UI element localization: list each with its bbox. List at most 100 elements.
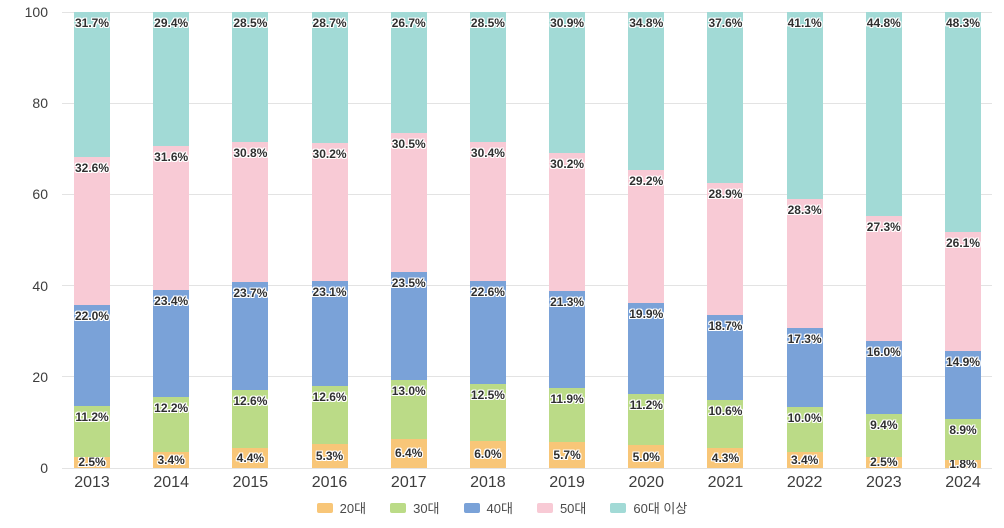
value-label: 14.9% <box>945 355 981 370</box>
bar-segment-20대-2018[interactable] <box>469 440 506 468</box>
bar-segment-60대 이상-2015[interactable] <box>232 12 269 142</box>
bar-segment-40대-2021[interactable] <box>707 314 744 401</box>
bar-segment-40대-2018[interactable] <box>469 280 506 384</box>
x-axis-label-2015: 2015 <box>232 474 269 491</box>
value-label: 16.0% <box>866 344 901 359</box>
value-label: 23.4% <box>154 294 189 309</box>
bar-segment-60대 이상-2023[interactable] <box>865 12 902 217</box>
legend-item-50대[interactable]: 50대 <box>536 498 587 517</box>
bar-segment-60대 이상-2013[interactable] <box>74 12 110 157</box>
bar-segment-50대-2024[interactable] <box>945 232 981 352</box>
bar-segment-50대-2023[interactable] <box>865 216 902 341</box>
bar-segment-20대-2022[interactable] <box>786 452 823 468</box>
legend-item-20대[interactable]: 20대 <box>316 498 367 517</box>
value-label: 2.5% <box>870 455 898 470</box>
bar-segment-40대-2016[interactable] <box>311 281 348 387</box>
bar-segment-40대-2015[interactable] <box>232 282 269 391</box>
bar-segment-30대-2023[interactable] <box>865 413 902 457</box>
legend: 20대 30대 40대 50대 60대 이상 <box>0 498 1004 517</box>
legend-label: 30대 <box>413 501 440 516</box>
value-label: 30.8% <box>233 145 268 160</box>
bar-segment-30대-2020[interactable] <box>628 394 665 446</box>
bar-segment-20대-2019[interactable] <box>549 442 586 468</box>
bar-segment-60대 이상-2018[interactable] <box>469 12 506 142</box>
bar-segment-20대-2017[interactable] <box>390 438 427 468</box>
bar-segment-20대-2014[interactable] <box>153 452 190 468</box>
bar-segment-60대 이상-2024[interactable] <box>945 12 981 233</box>
bar-segment-30대-2016[interactable] <box>311 386 348 444</box>
bar-segment-20대-2024[interactable] <box>945 459 981 468</box>
bar-segment-50대-2016[interactable] <box>311 143 348 282</box>
bar-segment-40대-2024[interactable] <box>945 351 981 420</box>
value-label: 5.0% <box>632 449 660 464</box>
value-label: 30.4% <box>470 145 505 160</box>
value-label: 11.9% <box>550 391 584 406</box>
bar-segment-40대-2017[interactable] <box>390 272 427 380</box>
bar-segment-20대-2021[interactable] <box>707 448 744 468</box>
value-label: 30.2% <box>550 156 585 171</box>
bar-segment-40대-2020[interactable] <box>628 303 665 395</box>
legend-item-30대[interactable]: 30대 <box>390 498 440 517</box>
value-label: 22.6% <box>470 284 505 299</box>
bar-segment-50대-2017[interactable] <box>390 133 427 273</box>
bar-segment-20대-2023[interactable] <box>865 456 902 468</box>
value-label: 26.1% <box>945 236 981 251</box>
value-label: 30.2% <box>312 147 347 162</box>
legend-swatch <box>463 502 480 513</box>
legend-label: 50대 <box>559 501 587 516</box>
bar-segment-60대 이상-2016[interactable] <box>311 12 348 144</box>
value-label: 26.7% <box>391 15 426 30</box>
bar-segment-50대-2014[interactable] <box>153 146 190 291</box>
legend-swatch <box>390 502 407 513</box>
legend-label: 20대 <box>339 501 367 516</box>
bar-segment-60대 이상-2020[interactable] <box>628 11 665 171</box>
plot-area: 2.5% 11.2% 22.0% 32.6% 31.7% 3.4% 12.2% 23.4% 31… <box>62 11 992 471</box>
value-label: 9.4% <box>870 417 898 432</box>
bar-segment-40대-2013[interactable] <box>74 305 110 406</box>
bar-segment-30대-2021[interactable] <box>707 400 744 449</box>
bar-segment-40대-2014[interactable] <box>153 290 190 397</box>
bar-segment-30대-2015[interactable] <box>232 390 269 448</box>
legend-item-60대 이상[interactable]: 60대 이상 <box>610 498 687 517</box>
value-label: 28.5% <box>233 16 268 30</box>
gridline <box>62 193 992 195</box>
bar-segment-50대-2015[interactable] <box>232 141 269 283</box>
bar-segment-20대-2020[interactable] <box>628 445 665 468</box>
bar-segment-60대 이상-2014[interactable] <box>153 12 190 147</box>
bar-segment-30대-2024[interactable] <box>945 419 981 460</box>
value-label: 4.3% <box>711 451 740 466</box>
bar-segment-60대 이상-2021[interactable] <box>707 11 744 183</box>
value-label: 1.8% <box>949 456 977 471</box>
bar-segment-40대-2022[interactable] <box>786 328 823 407</box>
bar-segment-50대-2013[interactable] <box>74 156 110 306</box>
x-axis-label-2022: 2022 <box>786 474 823 491</box>
value-label: 12.6% <box>233 394 268 409</box>
bar-segment-30대-2013[interactable] <box>74 405 110 457</box>
bar-segment-40대-2023[interactable] <box>865 340 902 414</box>
bar-segment-50대-2020[interactable] <box>628 170 665 304</box>
bar-segment-50대-2021[interactable] <box>707 183 744 315</box>
bar-segment-30대-2018[interactable] <box>469 383 506 441</box>
value-label: 22.0% <box>74 309 110 324</box>
bar-segment-60대 이상-2022[interactable] <box>786 11 823 199</box>
bar-segment-50대-2022[interactable] <box>786 198 823 328</box>
bar-segment-30대-2019[interactable] <box>549 387 586 442</box>
bar-segment-20대-2016[interactable] <box>311 443 348 468</box>
bar-segment-60대 이상-2019[interactable] <box>549 12 586 153</box>
value-label: 2.5% <box>78 455 106 470</box>
bar-segment-30대-2017[interactable] <box>390 379 427 439</box>
bar-segment-50대-2019[interactable] <box>549 152 586 291</box>
bar-segment-40대-2019[interactable] <box>549 290 586 388</box>
bar-segment-30대-2022[interactable] <box>786 406 823 453</box>
y-axis-tick-label: 80 <box>32 95 48 112</box>
bar-segment-20대-2015[interactable] <box>232 447 269 468</box>
bar-segment-20대-2013[interactable] <box>74 456 110 468</box>
value-label: 6.4% <box>395 446 423 461</box>
bar-segment-50대-2018[interactable] <box>469 141 506 281</box>
legend-item-40대[interactable]: 40대 <box>463 498 513 517</box>
value-label: 23.1% <box>312 285 347 300</box>
value-label: 12.2% <box>154 400 189 415</box>
bar-segment-60대 이상-2017[interactable] <box>390 11 427 134</box>
bar-segment-30대-2014[interactable] <box>153 396 190 453</box>
value-label: 31.7% <box>74 16 110 30</box>
